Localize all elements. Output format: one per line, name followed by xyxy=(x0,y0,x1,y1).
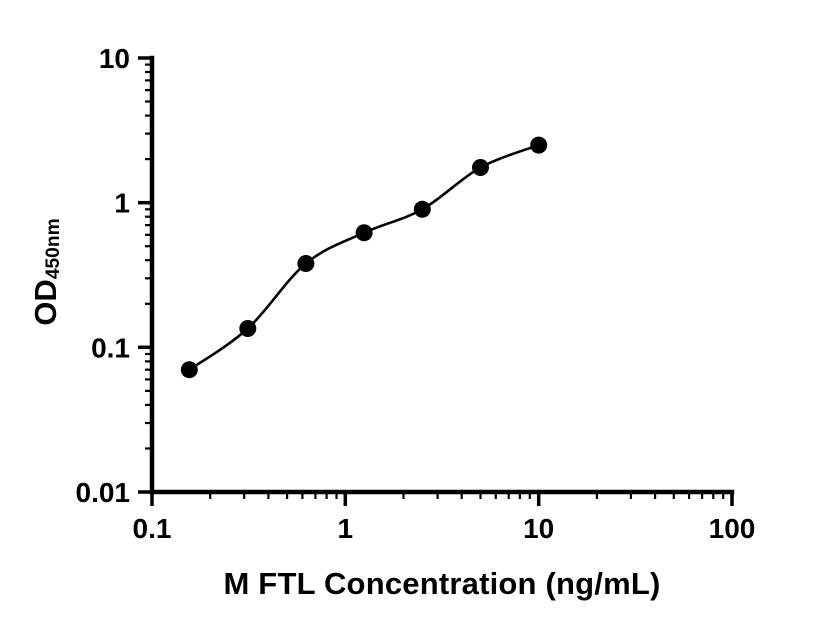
x-tick-label: 1 xyxy=(338,513,354,544)
y-tick-label: 0.1 xyxy=(91,332,130,363)
fit-curve xyxy=(188,143,540,371)
y-tick-label: 10 xyxy=(99,43,130,74)
data-point xyxy=(413,200,431,218)
axes-spine xyxy=(149,55,735,495)
x-tick-label: 10 xyxy=(523,513,554,544)
x-axis-title: M FTL Concentration (ng/mL) xyxy=(223,566,661,601)
y-tick-label: 0.01 xyxy=(76,477,131,508)
data-point xyxy=(530,136,548,154)
data-point xyxy=(472,159,489,176)
y-tick-label: 1 xyxy=(114,188,130,219)
data-point xyxy=(180,361,198,379)
x-tick-label: 100 xyxy=(709,513,756,544)
y-axis-title-subscript: 450nm xyxy=(43,218,65,280)
x-tick-label: 0.1 xyxy=(133,513,172,544)
data-point xyxy=(355,224,373,242)
y-axis-title: OD450nm xyxy=(28,218,64,325)
y-axis-title-main: OD xyxy=(28,279,63,326)
data-point xyxy=(239,320,257,337)
data-point xyxy=(297,255,315,272)
